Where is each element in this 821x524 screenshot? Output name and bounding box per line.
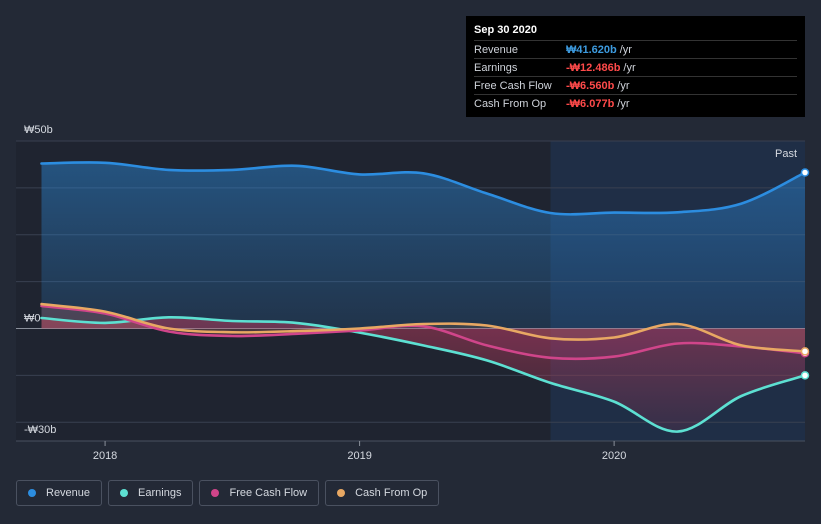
- tooltip-value: -₩12.486b: [566, 61, 621, 74]
- line-free-cash-flow: [40, 304, 807, 361]
- past-label: Past: [775, 148, 797, 160]
- tooltip-row-earnings: Earnings -₩12.486b /yr: [474, 58, 797, 76]
- tooltip-label: Free Cash Flow: [474, 79, 552, 92]
- legend-label: Free Cash Flow: [229, 487, 308, 499]
- end-dots: [41, 162, 810, 432]
- tooltip-value: -₩6.077b: [566, 97, 615, 110]
- line-cash-from-op: [40, 302, 807, 353]
- tooltip-unit: /yr: [617, 79, 630, 92]
- area-revenue: [41, 162, 805, 329]
- legend-label: Cash From Op: [355, 487, 428, 499]
- free-cash-flow-dot-icon: [211, 489, 220, 497]
- y-tick-label: ₩0: [24, 313, 41, 325]
- data-point-end: [800, 371, 810, 380]
- legend-label: Earnings: [138, 487, 182, 499]
- line-revenue: [40, 161, 807, 216]
- tooltip-unit: /yr: [617, 97, 630, 110]
- tooltip-unit: /yr: [623, 61, 636, 74]
- series-lines: [40, 161, 807, 433]
- legend-item-earnings[interactable]: Earnings: [108, 480, 194, 506]
- tooltip-unit: /yr: [619, 43, 632, 56]
- tooltip-row-cash-from-op: Cash From Op -₩6.077b /yr: [474, 94, 797, 112]
- axis-labels: ₩50b ₩0 -₩30b 2018 2019 2020: [24, 124, 626, 462]
- tooltip-value: ₩41.620b: [566, 43, 617, 56]
- legend: Revenue Earnings Free Cash Flow Cash Fro…: [16, 480, 440, 506]
- legend-item-revenue[interactable]: Revenue: [16, 480, 103, 506]
- area-free-cash-flow: [41, 306, 805, 359]
- series-areas: [41, 162, 805, 432]
- y-tick-label: ₩50b: [24, 124, 53, 136]
- tooltip-value: -₩6.560b: [566, 79, 615, 92]
- legend-item-cash-from-op[interactable]: Cash From Op: [325, 480, 440, 506]
- tooltip-label: Cash From Op: [474, 97, 547, 110]
- data-point-end: [800, 347, 810, 356]
- area-earnings: [41, 317, 805, 432]
- x-tick-label: 2018: [93, 450, 117, 462]
- cash-from-op-dot-icon: [337, 489, 346, 497]
- tooltip-row-free-cash-flow: Free Cash Flow -₩6.560b /yr: [474, 76, 797, 94]
- area-cash-from-op: [41, 304, 805, 352]
- x-tick-label: 2019: [347, 450, 371, 462]
- tooltip: Sep 30 2020 Revenue ₩41.620b /yr Earning…: [466, 16, 805, 117]
- data-point-end: [800, 168, 810, 177]
- x-tick-label: 2020: [602, 450, 626, 462]
- tooltip-label: Revenue: [474, 43, 519, 56]
- earnings-dot-icon: [120, 489, 129, 497]
- tooltip-label: Earnings: [474, 61, 518, 74]
- line-earnings: [40, 315, 807, 433]
- revenue-dot-icon: [28, 489, 36, 497]
- tooltip-date: Sep 30 2020: [474, 24, 537, 36]
- y-tick-label: -₩30b: [24, 424, 56, 436]
- legend-label: Revenue: [46, 487, 91, 499]
- legend-item-free-cash-flow[interactable]: Free Cash Flow: [199, 480, 320, 506]
- tooltip-row-revenue: Revenue ₩41.620b /yr: [474, 40, 797, 58]
